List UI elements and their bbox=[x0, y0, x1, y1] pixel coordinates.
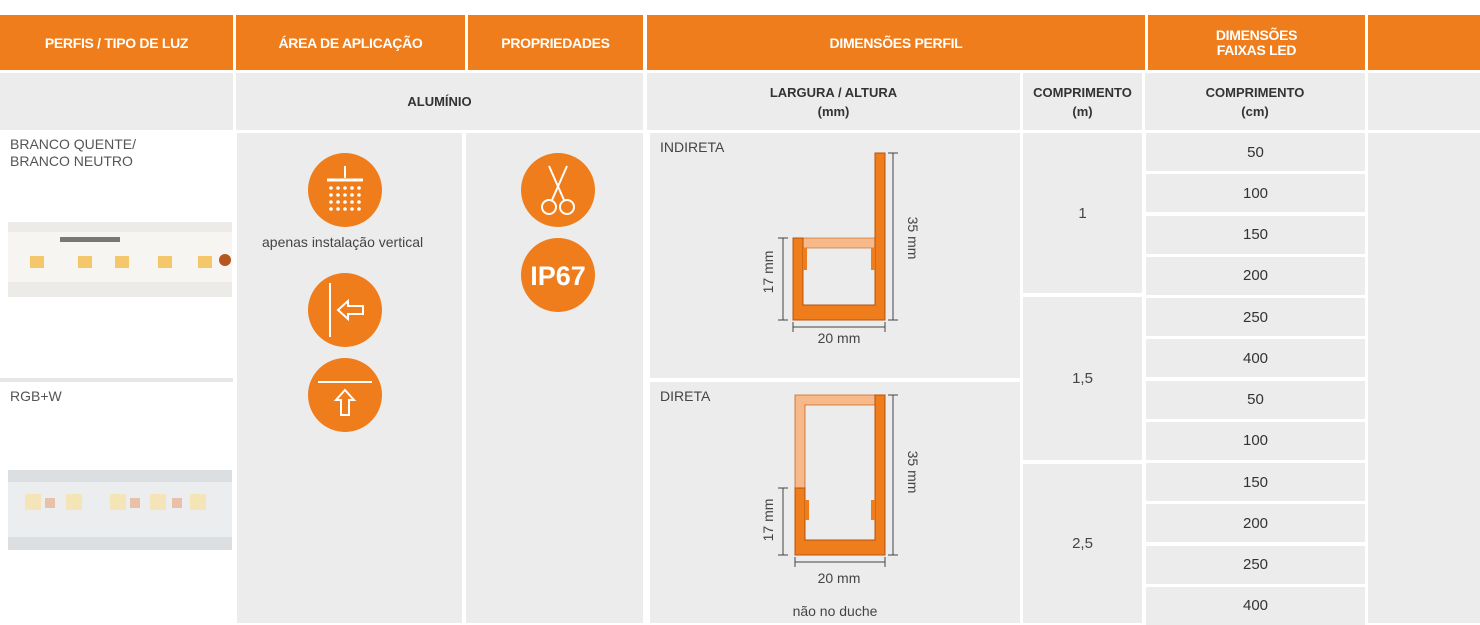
light-type-line: BRANCO QUENTE/ bbox=[10, 136, 137, 152]
profile-note: não no duche bbox=[792, 603, 878, 619]
ip-rating-icon: IP67 bbox=[521, 238, 595, 312]
profile-drawing bbox=[778, 152, 898, 332]
strip-length-cell: 100 bbox=[1146, 421, 1365, 460]
subheader-line: LARGURA / ALTURA bbox=[769, 84, 898, 100]
subheader-cell: COMPRIMENTO (cm) bbox=[1145, 73, 1365, 130]
header-cell: ÁREA DE APLICAÇÃO bbox=[236, 15, 465, 70]
profile-label: DIRETA bbox=[660, 388, 711, 404]
strip-length-cell: 400 bbox=[1146, 586, 1365, 625]
dimension-label: 20 mm bbox=[818, 570, 861, 586]
profile-drawing bbox=[778, 394, 898, 567]
dimension-label: 35 mm bbox=[905, 451, 921, 494]
length-cell: 1 bbox=[1023, 133, 1142, 293]
strip-length-cell: 200 bbox=[1146, 504, 1365, 543]
strip-length-cell: 250 bbox=[1146, 298, 1365, 336]
strip-length-cell: 50 bbox=[1146, 133, 1365, 171]
dimension-label: 35 mm bbox=[905, 217, 921, 260]
led-strip-photo bbox=[8, 222, 232, 297]
profile-cell bbox=[650, 133, 1020, 378]
subheader-line: COMPRIMENTO bbox=[1033, 84, 1132, 100]
strip-length-cell: 150 bbox=[1146, 215, 1365, 254]
subheader-cell bbox=[1368, 73, 1480, 130]
strip-length-cell: 150 bbox=[1146, 463, 1365, 501]
application-note: apenas instalação vertical bbox=[262, 234, 424, 250]
strip-length-cell: 100 bbox=[1146, 174, 1365, 213]
dimension-label: 17 mm bbox=[760, 499, 776, 542]
subheader-line: (cm) bbox=[1241, 103, 1269, 119]
scissors-icon bbox=[521, 153, 595, 227]
subheader-cell bbox=[0, 73, 233, 130]
length-cell: 1,5 bbox=[1023, 297, 1142, 460]
header-line: FAIXAS LED bbox=[1216, 41, 1297, 58]
subheader-line: (mm) bbox=[817, 103, 850, 119]
header-line: DIMENSÕES bbox=[1215, 26, 1298, 43]
light-type: RGB+W bbox=[10, 388, 62, 404]
header-cell bbox=[1368, 15, 1480, 70]
empty-cell bbox=[1368, 133, 1480, 623]
strip-length-cell: 250 bbox=[1146, 545, 1365, 584]
strip-length-cell: 400 bbox=[1146, 339, 1365, 378]
header-cell: PERFIS / TIPO DE LUZ bbox=[0, 15, 233, 70]
header-cell: DIMENSÕES PERFIL bbox=[647, 15, 1145, 70]
header-cell: PROPRIEDADES bbox=[468, 15, 643, 70]
light-type-line: RGB+W bbox=[10, 388, 62, 404]
separator bbox=[0, 378, 233, 382]
shower-icon bbox=[308, 153, 382, 227]
led-strip-photo bbox=[8, 470, 232, 550]
subheader-line: COMPRIMENTO bbox=[1205, 84, 1305, 100]
strip-length-cell: 200 bbox=[1146, 256, 1365, 295]
subheader-line: (m) bbox=[1072, 103, 1093, 119]
wall-mount-icon bbox=[308, 273, 382, 347]
subheader-cell: COMPRIMENTO (m) bbox=[1023, 73, 1142, 130]
strip-length-cell: 50 bbox=[1146, 380, 1365, 419]
header-cell: DIMENSÕES FAIXAS LED bbox=[1148, 15, 1365, 70]
ceiling-mount-icon bbox=[308, 358, 382, 432]
subheader-cell: ALUMÍNIO bbox=[236, 73, 643, 130]
ip-rating: IP67 bbox=[530, 261, 586, 291]
light-type: BRANCO QUENTE/ BRANCO NEUTRO bbox=[10, 136, 136, 170]
dimension-label: 20 mm bbox=[818, 330, 861, 346]
profile-cell bbox=[650, 382, 1020, 623]
length-cell: 2,5 bbox=[1023, 464, 1142, 623]
profile-label: INDIRETA bbox=[660, 139, 725, 155]
dimension-label: 17 mm bbox=[760, 251, 776, 294]
subheader-cell: LARGURA / ALTURA (mm) bbox=[647, 73, 1020, 130]
light-type-line: BRANCO NEUTRO bbox=[10, 153, 133, 169]
